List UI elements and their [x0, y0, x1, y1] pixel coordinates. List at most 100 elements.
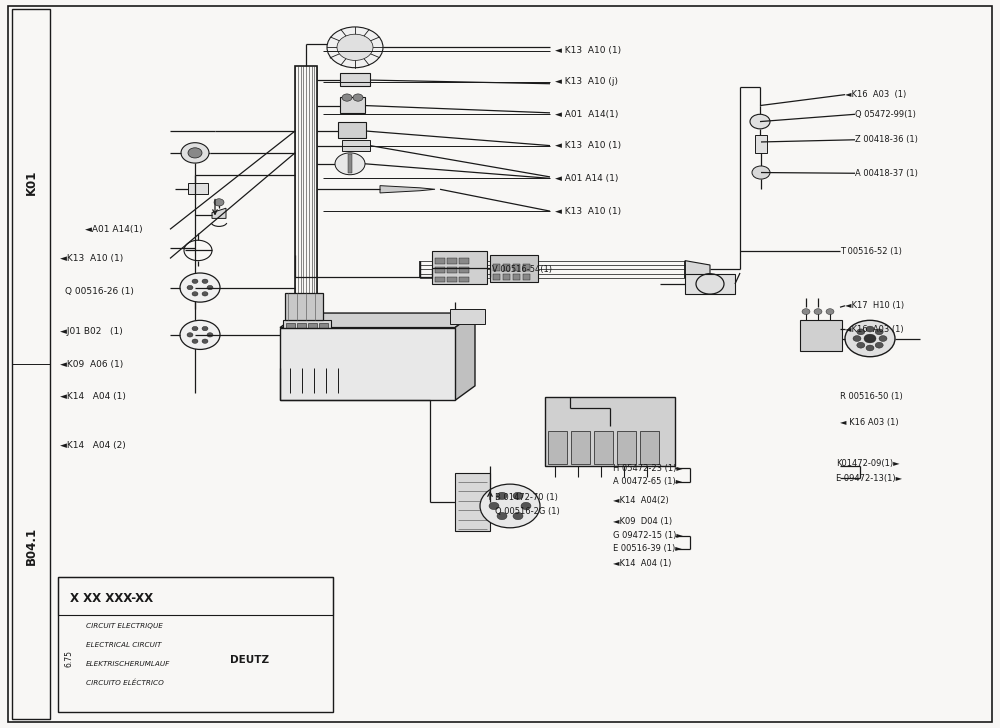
- Circle shape: [180, 320, 220, 349]
- Text: ◄ A01  A14(1): ◄ A01 A14(1): [555, 110, 618, 119]
- Text: ◄ K13  A10 (1): ◄ K13 A10 (1): [555, 141, 621, 150]
- Circle shape: [866, 326, 874, 332]
- Bar: [58, 577, 333, 712]
- Bar: [685, 274, 735, 294]
- Circle shape: [513, 513, 523, 520]
- Circle shape: [857, 329, 865, 335]
- Text: B 01472-70 (1): B 01472-70 (1): [495, 494, 558, 502]
- Text: ELEKTRISCHERUMLAUF: ELEKTRISCHERUMLAUF: [86, 661, 170, 667]
- Circle shape: [192, 339, 198, 344]
- Circle shape: [857, 342, 865, 348]
- Bar: [58, 577, 333, 615]
- Text: E 09472-13(1)►: E 09472-13(1)►: [836, 474, 902, 483]
- Bar: [319, 345, 328, 354]
- Bar: [523, 264, 530, 271]
- Circle shape: [497, 513, 507, 520]
- Circle shape: [497, 492, 507, 499]
- Text: ◄ A01 A14 (1): ◄ A01 A14 (1): [555, 174, 618, 183]
- Bar: [523, 274, 530, 280]
- Bar: [493, 264, 500, 271]
- Bar: [571, 431, 590, 464]
- Bar: [594, 431, 613, 464]
- Bar: [308, 345, 317, 354]
- Bar: [513, 274, 520, 280]
- Circle shape: [192, 326, 198, 331]
- Bar: [348, 154, 352, 173]
- Bar: [295, 66, 317, 320]
- Circle shape: [192, 292, 198, 296]
- Circle shape: [879, 336, 887, 341]
- Text: ◄ K13  A10 (1): ◄ K13 A10 (1): [555, 47, 621, 55]
- Text: CIRCUITO ELÉCTRICO: CIRCUITO ELÉCTRICO: [86, 680, 164, 686]
- Text: B04.1: B04.1: [24, 527, 38, 565]
- Bar: [286, 357, 295, 365]
- Circle shape: [480, 484, 540, 528]
- Polygon shape: [685, 261, 710, 278]
- Circle shape: [750, 114, 770, 129]
- Text: X XX XXX-XX: X XX XXX-XX: [70, 592, 153, 605]
- Bar: [617, 431, 636, 464]
- Bar: [513, 264, 520, 271]
- Text: ◄ K13  A10 (1): ◄ K13 A10 (1): [555, 207, 621, 215]
- Bar: [342, 140, 370, 151]
- Bar: [755, 135, 767, 153]
- Circle shape: [337, 34, 373, 60]
- Bar: [188, 183, 208, 194]
- Circle shape: [202, 339, 208, 344]
- Text: Z 00418-36 (1): Z 00418-36 (1): [855, 135, 918, 144]
- Circle shape: [489, 502, 499, 510]
- Text: Q 05472-99(1): Q 05472-99(1): [855, 110, 916, 119]
- Bar: [447, 267, 457, 273]
- Bar: [450, 309, 485, 324]
- Bar: [503, 264, 510, 271]
- Bar: [493, 274, 500, 280]
- Circle shape: [202, 326, 208, 331]
- Bar: [308, 333, 317, 342]
- Polygon shape: [212, 208, 226, 218]
- Text: ◄ K13  A10 (ј): ◄ K13 A10 (ј): [555, 77, 618, 86]
- Text: ◄K17  H10 (1): ◄K17 H10 (1): [845, 301, 904, 310]
- Bar: [286, 323, 295, 331]
- Text: G 09472-15 (1)►: G 09472-15 (1)►: [613, 531, 683, 540]
- Circle shape: [207, 333, 213, 337]
- Bar: [432, 251, 487, 284]
- Bar: [283, 320, 331, 368]
- Bar: [459, 277, 469, 282]
- Text: ◄K14  A04(2): ◄K14 A04(2): [613, 496, 669, 505]
- Text: A 00472-65 (1)►: A 00472-65 (1)►: [613, 478, 682, 486]
- Text: K01472-09(1)►: K01472-09(1)►: [836, 459, 900, 468]
- Circle shape: [335, 153, 365, 175]
- Circle shape: [864, 334, 876, 343]
- Bar: [297, 323, 306, 331]
- Bar: [319, 333, 328, 342]
- Circle shape: [814, 309, 822, 314]
- Bar: [447, 277, 457, 282]
- Bar: [545, 397, 675, 466]
- Bar: [308, 357, 317, 365]
- Text: CIRCUIT ELECTRIQUE: CIRCUIT ELECTRIQUE: [86, 623, 163, 629]
- Text: R 00516-50 (1): R 00516-50 (1): [840, 392, 903, 401]
- Circle shape: [353, 94, 363, 101]
- Circle shape: [342, 94, 352, 101]
- Circle shape: [188, 148, 202, 158]
- Text: ◄J01 B02   (1): ◄J01 B02 (1): [60, 327, 123, 336]
- Circle shape: [853, 336, 861, 341]
- Text: H 05472-23 (1)►: H 05472-23 (1)►: [613, 464, 683, 472]
- Bar: [340, 97, 365, 113]
- Bar: [459, 258, 469, 264]
- Bar: [435, 258, 445, 264]
- Circle shape: [207, 285, 213, 290]
- Text: Q 00516-26 (1): Q 00516-26 (1): [65, 287, 134, 296]
- Text: ◄ K16 A03 (1): ◄ K16 A03 (1): [840, 418, 899, 427]
- Circle shape: [875, 329, 883, 335]
- Bar: [308, 323, 317, 331]
- Bar: [319, 357, 328, 365]
- Text: T 00516-52 (1): T 00516-52 (1): [840, 247, 902, 256]
- Text: ◄K09  D04 (1): ◄K09 D04 (1): [613, 517, 672, 526]
- Circle shape: [875, 342, 883, 348]
- Text: ◄K14   A04 (1): ◄K14 A04 (1): [60, 392, 126, 401]
- Bar: [340, 73, 370, 86]
- Text: ◄K14  A04 (1): ◄K14 A04 (1): [613, 559, 671, 568]
- Bar: [12, 9, 50, 719]
- Circle shape: [180, 273, 220, 302]
